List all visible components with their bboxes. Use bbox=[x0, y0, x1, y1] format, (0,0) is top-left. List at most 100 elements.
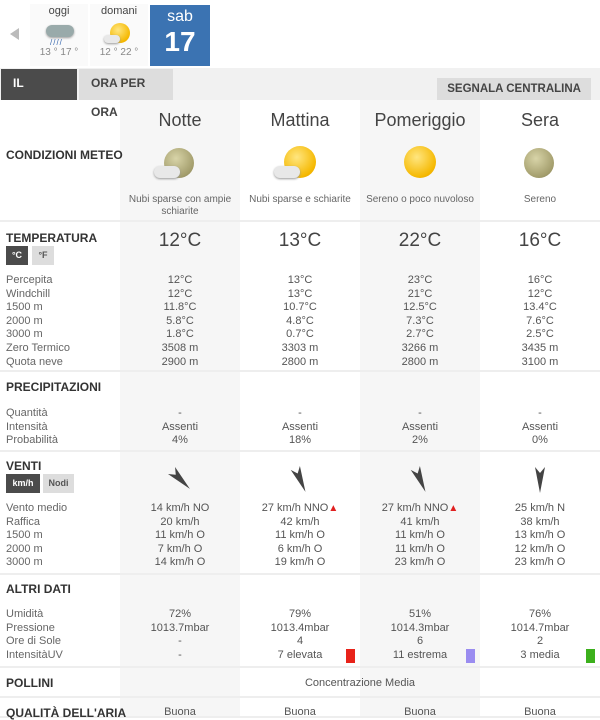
value: 4 bbox=[296, 635, 304, 648]
row-label: Ore di Sole bbox=[6, 635, 62, 648]
value-cell: - bbox=[360, 407, 480, 421]
value-cell: 0% bbox=[480, 434, 600, 448]
value-cell: 3266 m bbox=[360, 342, 480, 356]
value-cell: 7 km/h O bbox=[120, 543, 240, 557]
unit-fahrenheit-button[interactable]: °F bbox=[32, 246, 54, 265]
value: 7.6°C bbox=[526, 314, 554, 327]
value-cell: 25 km/h N bbox=[480, 502, 600, 516]
value: 5.8°C bbox=[166, 314, 194, 327]
value: 12°C bbox=[527, 287, 553, 300]
value-cell: 19 km/h O bbox=[240, 556, 360, 570]
wind-direction-arrow-icon bbox=[120, 462, 240, 496]
value-cell: 5.8°C bbox=[120, 315, 240, 329]
value: 6 km/h O bbox=[277, 542, 323, 555]
value-cell: 1013.4mbar bbox=[240, 622, 360, 636]
value-cell: Assenti bbox=[240, 421, 360, 435]
wind-direction-arrow-icon bbox=[480, 462, 600, 496]
period-title: Notte bbox=[158, 110, 202, 130]
value-cell: 11.8°C bbox=[120, 301, 240, 315]
cloud-shape bbox=[274, 166, 300, 178]
arrow-svg bbox=[290, 466, 306, 492]
arrow-svg bbox=[535, 467, 545, 493]
day-temps: 13 ° 17 ° bbox=[39, 47, 79, 58]
value: 2.5°C bbox=[526, 328, 554, 341]
value: 3 media bbox=[520, 648, 560, 661]
value-cell: 3508 m bbox=[120, 342, 240, 356]
column-values: 76% 1014.7mbar 2 3 media bbox=[480, 608, 600, 662]
day-today[interactable]: oggi //// 13 ° 17 ° bbox=[30, 4, 88, 66]
prev-arrow-icon[interactable] bbox=[10, 28, 19, 40]
section-title: TEMPERATURA bbox=[6, 231, 98, 245]
day-label: domani bbox=[100, 5, 138, 17]
value-cell: 7.6°C bbox=[480, 315, 600, 329]
value-cell: 2900 m bbox=[120, 356, 240, 370]
unit-celsius-button[interactable]: °C bbox=[6, 246, 28, 265]
column-values: 12°C 12°C 11.8°C 5.8°C 1.8°C 3508 m 2900 m bbox=[120, 274, 240, 369]
value: 51% bbox=[408, 608, 432, 620]
value-cell: 18% bbox=[240, 434, 360, 448]
value: - bbox=[298, 407, 302, 419]
moon-cloud-icon bbox=[120, 144, 240, 184]
row-label: Quantità bbox=[6, 407, 48, 419]
value: Assenti bbox=[401, 420, 439, 433]
value-cell: 27 km/h NNO▲ bbox=[240, 502, 360, 516]
row-label: 3000 m bbox=[6, 328, 43, 341]
value: 38 km/h bbox=[520, 515, 560, 528]
day-selected[interactable]: sab 17 bbox=[150, 5, 210, 66]
unit-knots-button[interactable]: Nodi bbox=[43, 474, 74, 493]
column-values: 51% 1014.3mbar 6 11 estrema bbox=[360, 608, 480, 662]
value: 12.5°C bbox=[403, 301, 437, 314]
value: 2% bbox=[412, 434, 428, 447]
row-labels: Percepita Windchill 1500 m 2000 m 3000 m Zero… bbox=[6, 274, 70, 369]
column-values: - Assenti 2% bbox=[360, 407, 480, 448]
value-cell: - bbox=[480, 407, 600, 421]
value-cell: 16°C bbox=[480, 274, 600, 288]
value: - bbox=[178, 407, 182, 419]
value-cell: 1014.7mbar bbox=[480, 622, 600, 636]
row-label: 2000 m bbox=[6, 542, 43, 555]
day-tomorrow[interactable]: domani 12 ° 22 ° bbox=[90, 4, 148, 66]
value-cell: 4.8°C bbox=[240, 315, 360, 329]
column-values: 13°C 13°C 10.7°C 4.8°C 0.7°C 3303 m 2800 m bbox=[240, 274, 360, 369]
uv-color-indicator bbox=[466, 649, 475, 663]
tab-il-giorno[interactable]: IL GIORNO bbox=[1, 69, 77, 119]
value: 41 km/h bbox=[400, 515, 440, 528]
tab-ora-per-ora[interactable]: ORA PER ORA bbox=[79, 69, 173, 119]
value-cell: 23 km/h O bbox=[480, 556, 600, 570]
value: 4.8°C bbox=[286, 314, 314, 327]
value: - bbox=[538, 407, 542, 419]
section-title: PRECIPITAZIONI bbox=[6, 380, 102, 394]
row-label: 1500 m bbox=[6, 301, 43, 314]
row-label: IntensitàUV bbox=[6, 648, 63, 661]
value-cell: 2800 m bbox=[240, 356, 360, 370]
value-cell: 79% bbox=[240, 608, 360, 622]
value-cell: 13 km/h O bbox=[480, 529, 600, 543]
value: Assenti bbox=[281, 420, 319, 433]
value-cell: 12.5°C bbox=[360, 301, 480, 315]
segnala-centralina-button[interactable]: SEGNALA CENTRALINA bbox=[437, 78, 591, 100]
value-cell: 2.7°C bbox=[360, 328, 480, 342]
value-cell: 23°C bbox=[360, 274, 480, 288]
value: 25 km/h N bbox=[514, 502, 566, 514]
value: 11.8°C bbox=[163, 301, 197, 314]
value: 19 km/h O bbox=[274, 556, 326, 569]
column-values: 79% 1013.4mbar 4 7 elevata bbox=[240, 608, 360, 662]
unit-kmh-button[interactable]: km/h bbox=[6, 474, 40, 493]
column-values: 23°C 21°C 12.5°C 7.3°C 2.7°C 3266 m 2800 m bbox=[360, 274, 480, 369]
value-cell: 12°C bbox=[480, 288, 600, 302]
value-cell: 7.3°C bbox=[360, 315, 480, 329]
pollen-section: POLLINI Concentrazione Media bbox=[0, 668, 600, 698]
value: 12 km/h O bbox=[514, 542, 566, 555]
row-label: 3000 m bbox=[6, 556, 43, 569]
air-quality-value: Buona bbox=[524, 706, 556, 718]
section-title: ALTRI DATI bbox=[6, 582, 71, 596]
period-title: Pomeriggio bbox=[374, 110, 466, 130]
value: 3266 m bbox=[401, 341, 439, 354]
day-temps: 12 ° 22 ° bbox=[99, 47, 139, 58]
row-label: 2000 m bbox=[6, 314, 43, 327]
value-cell: 14 km/h O bbox=[120, 556, 240, 570]
value: 13°C bbox=[287, 274, 313, 286]
value-cell: 4 bbox=[240, 635, 360, 649]
value: - bbox=[178, 635, 182, 648]
main-temperature: 16°C bbox=[518, 230, 562, 251]
